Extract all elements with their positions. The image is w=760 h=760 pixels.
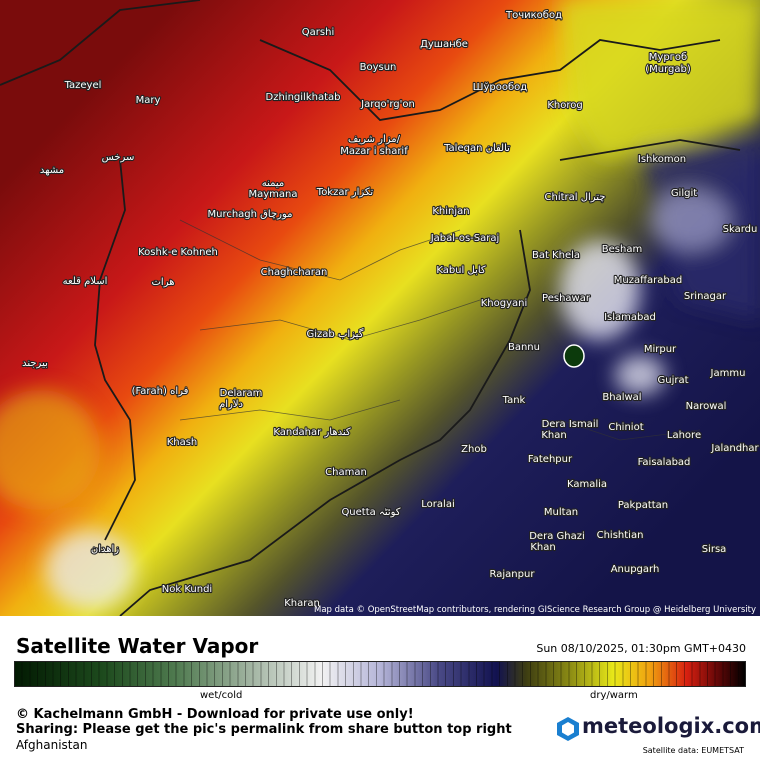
place-label: Mazar i sharif [340,146,408,157]
place-label: Besham [602,244,642,255]
place-label: (Farah) فراه [132,386,189,397]
place-label: Sirsa [702,544,727,555]
color-scale [14,661,746,687]
place-label: Delaram [220,388,263,399]
satellite-map: Qarshi Душанбе Точикобод Boysun Мургоб(Murga… [0,0,760,616]
place-label: Ishkomon [638,154,686,165]
place-label: میمنه [262,178,285,189]
place-label: Dera Ismail [542,419,599,430]
place-label: Tank [502,395,526,406]
place-label: Dzhingilkhatab [266,92,341,103]
cold-cloud-top [563,344,585,368]
place-label: Koshk-e Kohneh [138,247,218,258]
place-label: Murchagh مورچاق [207,209,292,220]
place-label: Khinjan [432,206,469,217]
place-label: Шўрообод [473,81,527,93]
place-label: Anupgarh [611,564,660,575]
place-label: Tazeyel [64,80,102,91]
place-label: هرات [152,277,175,288]
place-label: Chaghcharan [261,267,328,278]
place-label: Jalandhar [710,443,759,454]
place-label: Khogyani [481,298,528,309]
place-label: Kamalia [567,479,607,490]
place-label: Jammu [710,368,746,379]
place-label: Maymana [248,189,297,200]
place-label: Muzaffarabad [614,275,682,286]
place-label: Mirpur [644,344,677,355]
place-label: سرخس [102,152,135,163]
place-label: Chaman [325,467,367,478]
place-label: Kabul کابل [436,265,486,276]
region: Afghanistan [16,738,88,752]
place-label: Chiniot [608,422,643,433]
cloud-features [0,0,760,610]
place-label: Bannu [508,342,540,353]
place-label: Jabal-os-Saraj [430,233,500,244]
place-label: Khorog [547,100,582,111]
place-label: مشهد [40,165,64,176]
logo-icon [557,717,579,741]
place-label: Jarqo'rg'on [360,99,415,110]
place-label: Boysun [360,62,397,73]
place-label: Dera Ghazi [529,531,585,542]
place-label: Khan [541,430,566,441]
place-label: Pakpattan [618,500,668,511]
place-label: Khash [167,437,198,448]
place-label: Tokzar تکزار [316,187,374,198]
map-attribution: Map data © OpenStreetMap contributors, r… [314,605,756,615]
place-label: Mary [136,95,161,106]
place-label: بیرجند [22,358,48,369]
scale-label-right: dry/warm [590,690,638,701]
datetime: Sun 08/10/2025, 01:30pm GMT+0430 [536,642,746,655]
place-label: Skardu [723,224,758,235]
place-label: Khan [530,542,555,553]
place-label: Srinagar [684,291,727,302]
place-label: مزار شریف/ [348,134,401,145]
place-label: Faisalabad [638,457,691,468]
place-label: Gujrat [657,375,688,386]
place-label: Мургоб [649,52,687,63]
place-label: Gizab گیزاب [307,328,364,340]
place-label: Chishtian [597,530,644,541]
place-label: زاهدان [91,544,119,555]
logo-text: meteologix.com [582,714,760,738]
place-label: اسلام قلعه [63,276,108,287]
place-label: Rajanpur [490,569,536,580]
place-label: (Murgab) [645,64,691,75]
place-label: Quetta کوئٹہ [341,507,400,518]
place-label: Qarshi [302,27,334,38]
place-label: Fatehpur [528,454,573,465]
data-source: Satellite data: EUMETSAT [642,746,744,755]
place-label: Loralai [421,499,454,510]
place-label: Kandahar کندهار [273,427,351,438]
copyright: © Kachelmann GmbH - Download for private… [16,707,414,722]
place-label: Taleqan تالقان [443,143,510,154]
place-label: Islamabad [604,312,656,323]
place-label: Narowal [686,401,727,412]
province-borders [179,219,701,441]
scale-label-left: wet/cold [200,690,243,701]
place-label: Peshawar [542,293,591,304]
title: Satellite Water Vapor [16,634,259,658]
place-label: Bat Khela [532,250,580,261]
place-label: Zhob [461,444,487,455]
place-label: Gilgit [671,188,697,199]
place-label: Lahore [667,430,701,441]
place-label: Chitral چترال [545,192,606,203]
place-label: Multan [544,507,578,518]
place-label: Bhalwal [602,392,641,403]
place-label: Душанбе [420,39,468,50]
place-label: دلارام [219,399,243,410]
country-borders [0,0,741,616]
sharing-note: Sharing: Please get the pic's permalink … [16,722,512,737]
place-label: Kharan [284,598,320,609]
place-label: Точикобод [505,10,562,21]
place-label: Nok Kundi [162,584,212,595]
